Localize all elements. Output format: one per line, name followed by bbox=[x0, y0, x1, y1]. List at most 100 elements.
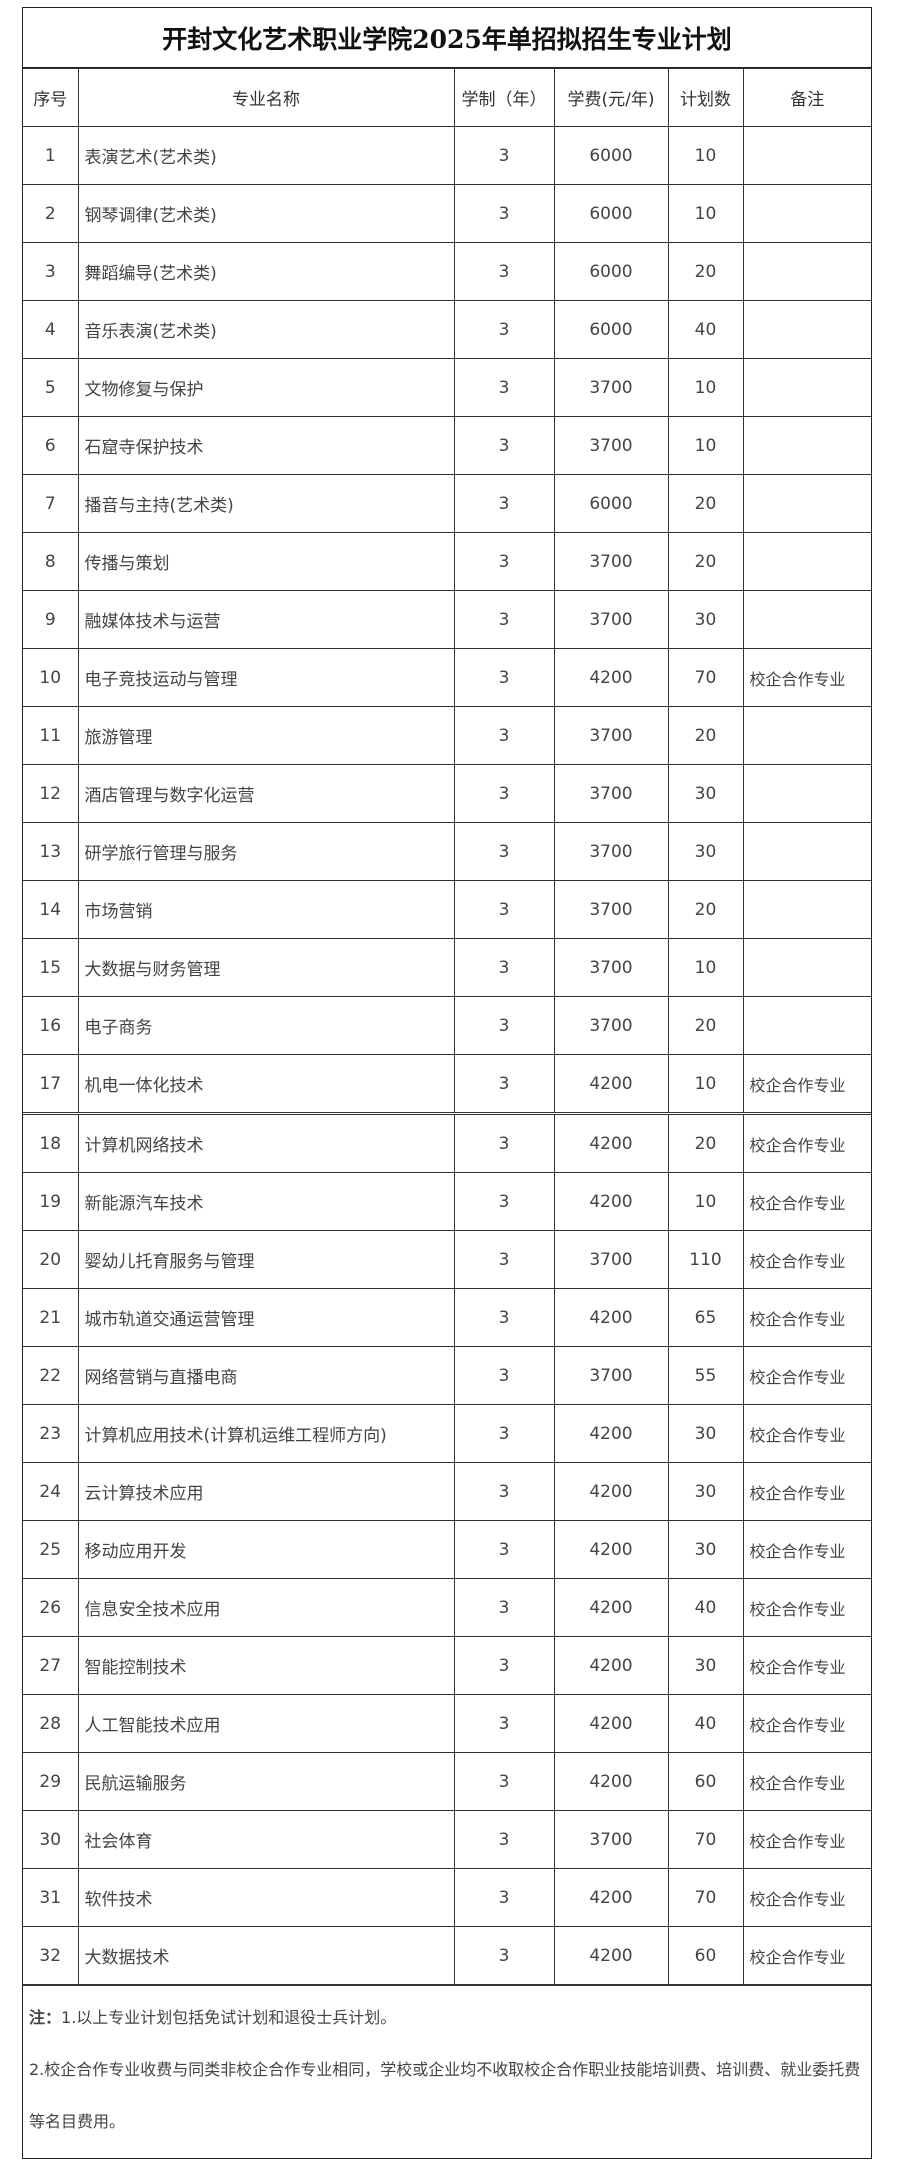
cell-remarks: 校企合作专业 bbox=[742, 1578, 871, 1637]
cell-tuition: 4200 bbox=[553, 1636, 669, 1695]
cell-major-name: 舞蹈编导(艺术类) bbox=[77, 242, 455, 301]
cell-remarks bbox=[742, 532, 871, 591]
cell-remarks: 校企合作专业 bbox=[742, 1346, 871, 1405]
cell-quota: 20 bbox=[667, 996, 744, 1055]
table-row: 32 大数据技术 3 4200 60 校企合作专业 bbox=[23, 1926, 871, 1985]
cell-duration: 3 bbox=[453, 996, 555, 1055]
cell-major-name: 旅游管理 bbox=[77, 706, 455, 765]
cell-index: 32 bbox=[23, 1926, 79, 1985]
cell-major-name: 石窟寺保护技术 bbox=[77, 416, 455, 475]
cell-major-name: 新能源汽车技术 bbox=[77, 1172, 455, 1231]
table-row: 23 计算机应用技术(计算机运维工程师方向) 3 4200 30 校企合作专业 bbox=[23, 1404, 871, 1463]
table-row: 2 钢琴调律(艺术类) 3 6000 10 bbox=[23, 184, 871, 243]
cell-index: 6 bbox=[23, 416, 79, 475]
cell-quota: 10 bbox=[667, 938, 744, 997]
cell-duration: 3 bbox=[453, 358, 555, 417]
header-index: 序号 bbox=[23, 68, 79, 127]
table-row: 31 软件技术 3 4200 70 校企合作专业 bbox=[23, 1868, 871, 1927]
cell-quota: 20 bbox=[667, 242, 744, 301]
cell-index: 13 bbox=[23, 822, 79, 881]
cell-quota: 60 bbox=[667, 1752, 744, 1811]
cell-remarks bbox=[742, 706, 871, 765]
cell-duration: 3 bbox=[453, 126, 555, 185]
table-row: 1 表演艺术(艺术类) 3 6000 10 bbox=[23, 126, 871, 185]
cell-index: 10 bbox=[23, 648, 79, 707]
cell-tuition: 4200 bbox=[553, 1404, 669, 1463]
cell-quota: 30 bbox=[667, 1636, 744, 1695]
table-row: 5 文物修复与保护 3 3700 10 bbox=[23, 358, 871, 417]
cell-major-name: 电子商务 bbox=[77, 996, 455, 1055]
cell-major-name: 云计算技术应用 bbox=[77, 1462, 455, 1521]
enrollment-table: 序号 专业名称 学制（年） 学费(元/年) 计划数 备注 1 表演艺术(艺术类) 3 6000 1… bbox=[23, 68, 871, 1985]
cell-duration: 3 bbox=[453, 416, 555, 475]
cell-duration: 3 bbox=[453, 1346, 555, 1405]
cell-duration: 3 bbox=[453, 1694, 555, 1753]
cell-quota: 10 bbox=[667, 358, 744, 417]
cell-major-name: 智能控制技术 bbox=[77, 1636, 455, 1695]
cell-major-name: 大数据与财务管理 bbox=[77, 938, 455, 997]
cell-duration: 3 bbox=[453, 1462, 555, 1521]
cell-index: 24 bbox=[23, 1462, 79, 1521]
cell-quota: 20 bbox=[667, 532, 744, 591]
cell-remarks bbox=[742, 938, 871, 997]
cell-remarks: 校企合作专业 bbox=[742, 1230, 871, 1289]
cell-index: 19 bbox=[23, 1172, 79, 1231]
cell-quota: 30 bbox=[667, 1404, 744, 1463]
cell-tuition: 3700 bbox=[553, 1346, 669, 1405]
cell-duration: 3 bbox=[453, 1926, 555, 1985]
cell-major-name: 民航运输服务 bbox=[77, 1752, 455, 1811]
cell-duration: 3 bbox=[453, 532, 555, 591]
cell-tuition: 4200 bbox=[553, 1752, 669, 1811]
cell-remarks bbox=[742, 822, 871, 881]
cell-remarks: 校企合作专业 bbox=[742, 1694, 871, 1753]
cell-duration: 3 bbox=[453, 184, 555, 243]
header-major-name: 专业名称 bbox=[77, 68, 455, 127]
cell-index: 4 bbox=[23, 300, 79, 359]
cell-quota: 40 bbox=[667, 300, 744, 359]
table-row: 11 旅游管理 3 3700 20 bbox=[23, 706, 871, 765]
cell-index: 7 bbox=[23, 474, 79, 533]
cell-remarks: 校企合作专业 bbox=[742, 1868, 871, 1927]
cell-quota: 70 bbox=[667, 648, 744, 707]
table-row: 8 传播与策划 3 3700 20 bbox=[23, 532, 871, 591]
cell-major-name: 机电一体化技术 bbox=[77, 1054, 455, 1114]
cell-duration: 3 bbox=[453, 764, 555, 823]
cell-index: 23 bbox=[23, 1404, 79, 1463]
cell-index: 16 bbox=[23, 996, 79, 1055]
cell-tuition: 6000 bbox=[553, 300, 669, 359]
cell-remarks bbox=[742, 358, 871, 417]
cell-major-name: 信息安全技术应用 bbox=[77, 1578, 455, 1637]
cell-quota: 30 bbox=[667, 764, 744, 823]
cell-duration: 3 bbox=[453, 1520, 555, 1579]
cell-index: 15 bbox=[23, 938, 79, 997]
cell-remarks: 校企合作专业 bbox=[742, 1054, 871, 1114]
notes-section: 注：1.以上专业计划包括免试计划和退役士兵计划。 2.校企合作专业收费与同类非校… bbox=[23, 1985, 871, 2158]
cell-index: 25 bbox=[23, 1520, 79, 1579]
cell-duration: 3 bbox=[453, 300, 555, 359]
cell-remarks bbox=[742, 184, 871, 243]
cell-remarks: 校企合作专业 bbox=[742, 1462, 871, 1521]
cell-quota: 20 bbox=[667, 474, 744, 533]
cell-duration: 3 bbox=[453, 1054, 555, 1114]
cell-tuition: 3700 bbox=[553, 1810, 669, 1869]
cell-major-name: 社会体育 bbox=[77, 1810, 455, 1869]
note-1: 1.以上专业计划包括免试计划和退役士兵计划。 bbox=[61, 2008, 397, 2027]
cell-remarks bbox=[742, 880, 871, 939]
cell-major-name: 城市轨道交通运营管理 bbox=[77, 1288, 455, 1347]
cell-remarks: 校企合作专业 bbox=[742, 1288, 871, 1347]
table-row: 19 新能源汽车技术 3 4200 10 校企合作专业 bbox=[23, 1172, 871, 1231]
table-row: 14 市场营销 3 3700 20 bbox=[23, 880, 871, 939]
cell-tuition: 3700 bbox=[553, 590, 669, 649]
cell-tuition: 4200 bbox=[553, 1520, 669, 1579]
cell-major-name: 钢琴调律(艺术类) bbox=[77, 184, 455, 243]
table-row: 13 研学旅行管理与服务 3 3700 30 bbox=[23, 822, 871, 881]
table-row: 26 信息安全技术应用 3 4200 40 校企合作专业 bbox=[23, 1578, 871, 1637]
cell-remarks: 校企合作专业 bbox=[742, 648, 871, 707]
cell-major-name: 播音与主持(艺术类) bbox=[77, 474, 455, 533]
table-row: 7 播音与主持(艺术类) 3 6000 20 bbox=[23, 474, 871, 533]
cell-tuition: 6000 bbox=[553, 126, 669, 185]
cell-remarks bbox=[742, 416, 871, 475]
cell-tuition: 4200 bbox=[553, 1926, 669, 1985]
cell-duration: 3 bbox=[453, 1172, 555, 1231]
cell-tuition: 3700 bbox=[553, 996, 669, 1055]
